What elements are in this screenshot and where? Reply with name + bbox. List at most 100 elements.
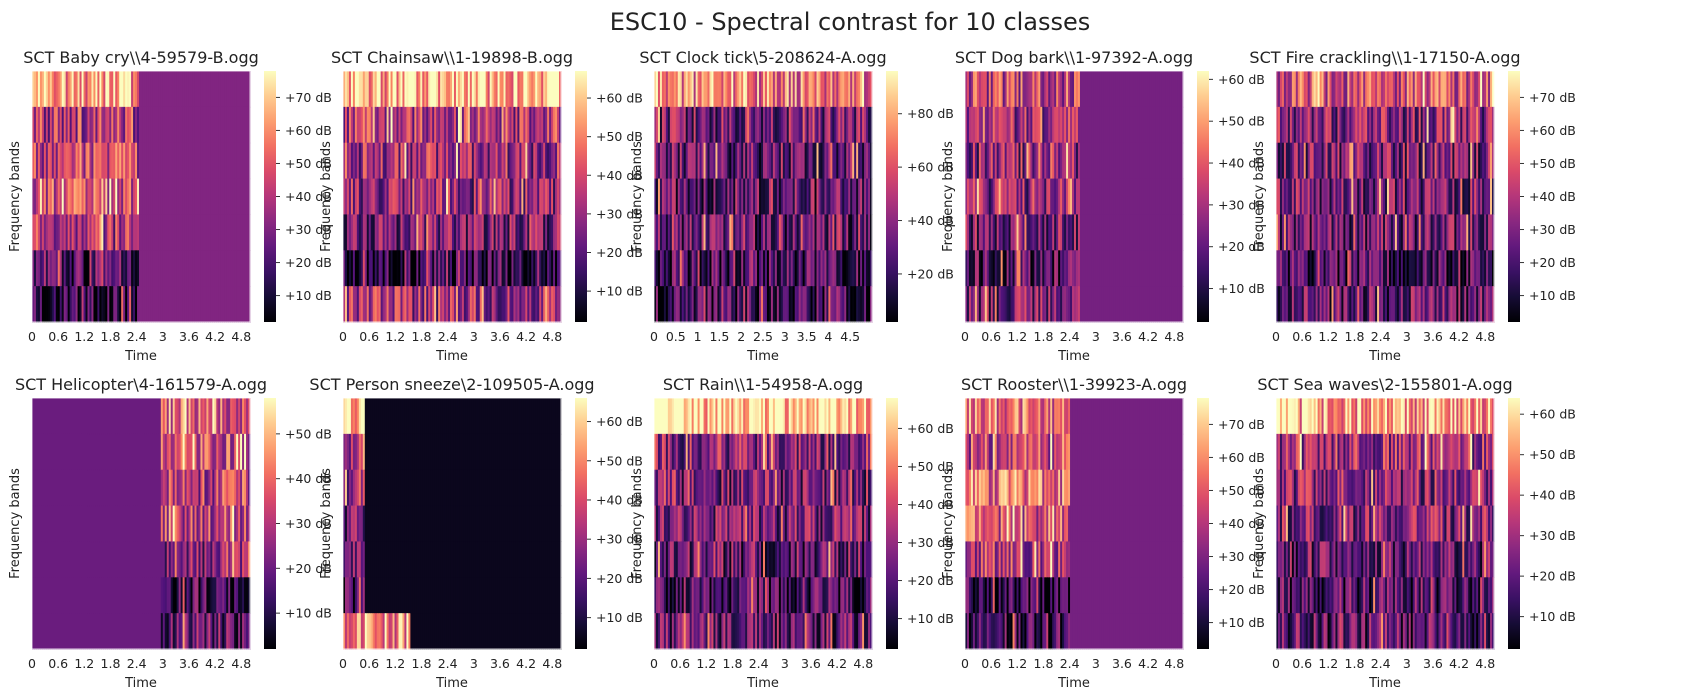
heatmap-cell [69, 398, 73, 435]
heatmap-cell [1402, 178, 1406, 216]
heatmap-cell [135, 433, 138, 471]
heatmap-cell [1462, 142, 1465, 180]
heatmap-cell [400, 106, 404, 144]
heatmap-cell [757, 71, 760, 108]
heatmap-cell [142, 106, 146, 144]
heatmap-cell [368, 577, 372, 614]
heatmap-cell [1337, 106, 1341, 144]
heatmap-cell [71, 286, 75, 323]
heatmap-cell [1369, 142, 1372, 180]
heatmap-cell [810, 106, 814, 144]
heatmap-cell [761, 214, 764, 251]
heatmap-cell [1438, 142, 1442, 180]
heatmap-cell [348, 541, 352, 578]
heatmap-cell [1323, 142, 1327, 180]
heatmap-cell [438, 214, 441, 251]
heatmap-cell [350, 398, 354, 435]
heatmap-cell [394, 577, 398, 614]
heatmap-cell [1109, 71, 1113, 108]
heatmap-cell [1490, 286, 1493, 323]
heatmap-cell [420, 178, 423, 216]
heatmap-cell [1392, 178, 1396, 216]
heatmap-cell [47, 106, 51, 144]
heatmap-cell [192, 398, 196, 435]
heatmap-cell [131, 178, 134, 216]
heatmap-cell [204, 71, 207, 108]
heatmap-cell [218, 469, 221, 507]
heatmap-cell [125, 142, 128, 180]
heatmap-cell [343, 250, 346, 287]
heatmap-cell [1127, 250, 1131, 287]
heatmap-cell [868, 214, 871, 251]
heatmap-cell [1276, 178, 1279, 216]
heatmap-cell [404, 214, 408, 251]
heatmap-cell [1087, 250, 1091, 287]
heatmap-cell [525, 106, 528, 144]
heatmap-cell [1381, 106, 1384, 144]
heatmap-cell [527, 106, 530, 144]
heatmap-cell [420, 71, 423, 108]
heatmap-cell [424, 71, 427, 108]
heatmap-cell [376, 142, 380, 180]
heatmap-cell [47, 286, 51, 323]
heatmap-cell [79, 214, 83, 251]
heatmap-cell [1155, 142, 1158, 180]
heatmap-cell [139, 286, 142, 323]
heatmap-cell [408, 71, 411, 108]
heatmap-cell [852, 106, 855, 144]
heatmap-cell [1321, 178, 1325, 216]
heatmap-cell [701, 214, 705, 251]
heatmap-cell [35, 469, 39, 507]
heatmap-cell [240, 433, 243, 471]
heatmap-cell [1484, 106, 1487, 144]
heatmap-cell [53, 577, 57, 614]
heatmap-cell [1339, 142, 1342, 180]
heatmap-cell [818, 178, 822, 216]
heatmap-cell [663, 71, 667, 108]
heatmap-cell [1381, 214, 1384, 251]
heatmap-cell [174, 505, 178, 543]
heatmap-cell [162, 214, 166, 251]
heatmap-cell [362, 577, 366, 614]
heatmap-cell [459, 250, 463, 287]
heatmap-cell [972, 250, 976, 287]
heatmap-cell [442, 71, 445, 108]
heatmap-cell [1488, 106, 1491, 144]
heatmap-cell [1159, 106, 1162, 144]
heatmap-cell [426, 71, 429, 108]
heatmap-cell [852, 178, 855, 216]
heatmap-cell [1375, 214, 1378, 251]
heatmap-cell [483, 71, 487, 108]
heatmap-cell [1377, 106, 1380, 144]
heatmap-cell [1129, 178, 1133, 216]
heatmap-cell [53, 106, 57, 144]
heatmap-cell [386, 613, 390, 650]
heatmap-cell [1400, 178, 1404, 216]
heatmap-cell [380, 250, 384, 287]
heatmap-cell [79, 286, 83, 323]
heatmap-cell [378, 214, 382, 251]
heatmap-cell [759, 286, 762, 323]
heatmap-cell [842, 178, 845, 216]
heatmap-cell [230, 541, 233, 578]
heatmap-cell [360, 505, 364, 543]
heatmap-cell [131, 398, 134, 435]
heatmap-cell [723, 178, 726, 216]
heatmap-cell [362, 469, 366, 507]
heatmap-cell [469, 214, 473, 251]
heatmap-cell [537, 178, 540, 216]
heatmap-cell [1383, 250, 1386, 287]
heatmap-cell [1436, 250, 1440, 287]
heatmap-cell [553, 71, 556, 108]
heatmap-cell [1085, 250, 1089, 287]
heatmap-cell [360, 577, 364, 614]
heatmap-cell [747, 214, 750, 251]
heatmap-cell [226, 214, 229, 251]
heatmap-cell [761, 250, 764, 287]
heatmap-cell [1299, 142, 1303, 180]
heatmap-cell [174, 469, 178, 507]
heatmap-cell [657, 71, 661, 108]
heatmap-cell [491, 71, 495, 108]
heatmap-cell [91, 214, 95, 251]
heatmap-cell [97, 577, 100, 614]
